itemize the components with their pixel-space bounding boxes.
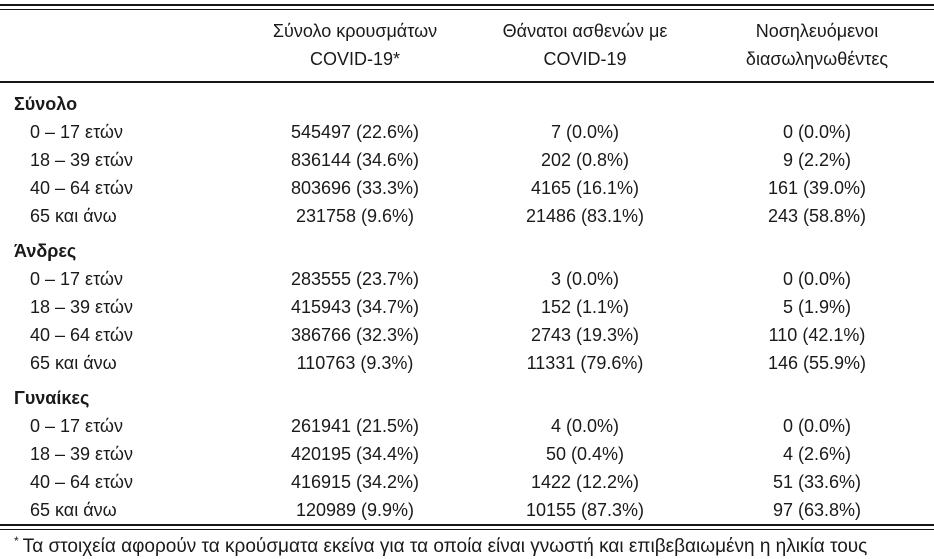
section-label: Γυναίκες [14, 388, 90, 408]
age-group-label: 65 και άνω [30, 500, 117, 520]
cell-intubated: 161 (39.0%) [767, 178, 867, 198]
footnote-text: Τα στοιχεία αφορούν τα κρούσματα εκείνα … [22, 536, 868, 557]
table-row: 40 – 64 ετών 386766 (32.3%) 2743 (19.3%) 11… [0, 321, 934, 349]
age-group-label: 40 – 64 ετών [30, 472, 133, 492]
table-row: 0 – 17 ετών 545497 (22.6%) 7 (0.0%) 0 (0.0%… [0, 118, 934, 146]
cell-cases: 110763 (9.3%) [296, 353, 414, 373]
section-header-row: Γυναίκες [0, 377, 934, 412]
cell-deaths: 2743 (19.3%) [530, 325, 640, 345]
age-group-label: 40 – 64 ετών [30, 325, 133, 345]
column-header-intubated: Νοσηλευόμενοι διασωληνωθέντες [700, 10, 934, 83]
cell-cases: 231758 (9.6%) [295, 206, 415, 226]
covid-age-statistics-table: Σύνολο κρουσμάτων COVID-19* Θάνατοι ασθε… [0, 10, 934, 524]
section-label: Άνδρες [14, 241, 77, 261]
age-group-label: 65 και άνω [30, 206, 117, 226]
age-group-label: 18 – 39 ετών [30, 444, 133, 464]
column-header-deaths: Θάνατοι ασθενών με COVID-19 [470, 10, 700, 83]
column-header-rowlabel [0, 10, 240, 83]
cell-intubated: 0 (0.0%) [782, 416, 852, 436]
cell-deaths: 1422 (12.2%) [530, 472, 640, 492]
cell-deaths: 7 (0.0%) [550, 122, 620, 142]
table-bottom-rule [0, 524, 934, 530]
table-top-rule [0, 4, 934, 10]
cell-cases: 283555 (23.7%) [290, 269, 420, 289]
cell-cases: 386766 (32.3%) [290, 325, 420, 345]
cell-deaths: 152 (1.1%) [540, 297, 630, 317]
table-row: 0 – 17 ετών 283555 (23.7%) 3 (0.0%) 0 (0.0%… [0, 265, 934, 293]
table-row: 40 – 64 ετών 416915 (34.2%) 1422 (12.2%) 51… [0, 468, 934, 496]
cell-cases: 545497 (22.6%) [290, 122, 420, 142]
cell-cases: 416915 (34.2%) [290, 472, 420, 492]
table-row: 0 – 17 ετών 261941 (21.5%) 4 (0.0%) 0 (0.0%… [0, 412, 934, 440]
column-header-intubated-line2: διασωληνωθέντες [745, 49, 889, 69]
cell-intubated: 4 (2.6%) [782, 444, 852, 464]
cell-cases: 261941 (21.5%) [290, 416, 420, 436]
cell-intubated: 51 (33.6%) [772, 472, 862, 492]
age-group-label: 0 – 17 ετών [30, 269, 123, 289]
cell-deaths: 3 (0.0%) [550, 269, 620, 289]
age-group-label: 0 – 17 ετών [30, 416, 123, 436]
table-header-row: Σύνολο κρουσμάτων COVID-19* Θάνατοι ασθε… [0, 10, 934, 83]
cell-deaths: 11331 (79.6%) [526, 353, 644, 373]
cell-cases: 420195 (34.4%) [290, 444, 420, 464]
table-header: Σύνολο κρουσμάτων COVID-19* Θάνατοι ασθε… [0, 10, 934, 83]
column-header-deaths-line2: COVID-19 [543, 49, 627, 69]
cell-deaths: 50 (0.4%) [545, 444, 625, 464]
age-group-label: 0 – 17 ετών [30, 122, 123, 142]
age-group-label: 18 – 39 ετών [30, 297, 133, 317]
age-group-label: 65 και άνω [30, 353, 117, 373]
cell-deaths: 4 (0.0%) [550, 416, 620, 436]
cell-cases: 120989 (9.9%) [295, 500, 415, 520]
table-row: 65 και άνω 120989 (9.9%) 10155 (87.3%) 97 (… [0, 496, 934, 524]
cell-cases: 836144 (34.6%) [290, 150, 420, 170]
cell-cases: 415943 (34.7%) [290, 297, 420, 317]
cell-intubated: 243 (58.8%) [767, 206, 867, 226]
column-header-cases-line1: Σύνολο κρουσμάτων [272, 21, 438, 41]
cell-intubated: 146 (55.9%) [767, 353, 867, 373]
column-header-cases: Σύνολο κρουσμάτων COVID-19* [240, 10, 470, 83]
table-row: 65 και άνω 110763 (9.3%) 11331 (79.6%) 146 … [0, 349, 934, 377]
section-header-row: Άνδρες [0, 230, 934, 265]
cell-intubated: 97 (63.8%) [772, 500, 862, 520]
cell-deaths: 21486 (83.1%) [525, 206, 645, 226]
table-row: 18 – 39 ετών 415943 (34.7%) 152 (1.1%) 5 (1… [0, 293, 934, 321]
cell-intubated: 110 (42.1%) [768, 325, 866, 345]
cell-deaths: 10155 (87.3%) [525, 500, 645, 520]
age-group-label: 40 – 64 ετών [30, 178, 133, 198]
table-footnote: * Τα στοιχεία αφορούν τα κρούσματα εκείνα… [0, 534, 934, 559]
cell-intubated: 5 (1.9%) [782, 297, 852, 317]
cell-cases: 803696 (33.3%) [290, 178, 420, 198]
column-header-cases-line2: COVID-19* [309, 49, 401, 69]
table-row: 65 και άνω 231758 (9.6%) 21486 (83.1%) 243 … [0, 202, 934, 230]
table-row: 18 – 39 ετών 420195 (34.4%) 50 (0.4%) 4 (2.… [0, 440, 934, 468]
column-header-deaths-line1: Θάνατοι ασθενών με [502, 21, 668, 41]
table-row: 40 – 64 ετών 803696 (33.3%) 4165 (16.1%) 16… [0, 174, 934, 202]
column-header-intubated-line1: Νοσηλευόμενοι [755, 21, 879, 41]
cell-deaths: 4165 (16.1%) [530, 178, 640, 198]
cell-intubated: 0 (0.0%) [782, 269, 852, 289]
cell-intubated: 0 (0.0%) [782, 122, 852, 142]
section-header-row: Σύνολο [0, 82, 934, 118]
footnote-asterisk-marker: * [14, 533, 19, 548]
cell-deaths: 202 (0.8%) [540, 150, 630, 170]
table-body: Σύνολο 0 – 17 ετών 545497 (22.6%) 7 (0.0%) 0… [0, 82, 934, 524]
cell-intubated: 9 (2.2%) [782, 150, 852, 170]
table-row: 18 – 39 ετών 836144 (34.6%) 202 (0.8%) 9 (2… [0, 146, 934, 174]
section-label: Σύνολο [14, 94, 78, 114]
age-group-label: 18 – 39 ετών [30, 150, 133, 170]
